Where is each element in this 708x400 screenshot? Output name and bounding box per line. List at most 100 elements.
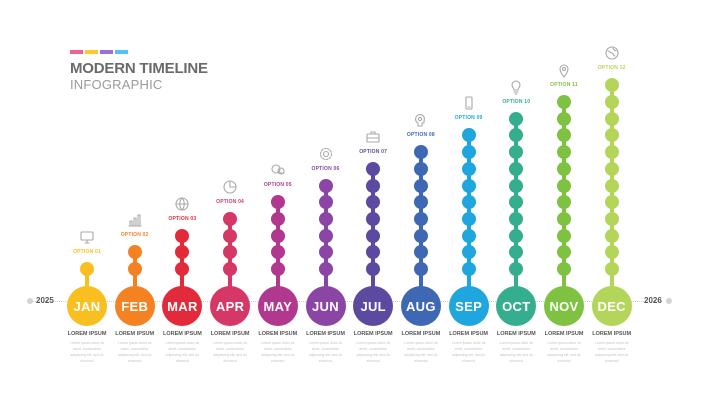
timeline-bead — [270, 211, 285, 226]
timeline-bead — [557, 128, 571, 143]
timeline-bead — [604, 245, 619, 260]
timeline-bead — [366, 178, 381, 193]
timeline-bead — [557, 228, 571, 243]
timeline-bead — [557, 111, 571, 126]
timeline-bead — [318, 195, 333, 210]
timeline-bead — [604, 178, 619, 193]
bead-stem — [85, 269, 89, 288]
header: MODERN TIMELINE INFOGRAPHIC — [70, 50, 208, 92]
timeline-bead — [366, 245, 381, 260]
start-year: 2025 — [36, 296, 54, 305]
timeline-bead — [509, 211, 524, 226]
month-circle-jul: JUL — [353, 286, 394, 326]
option-label: OPTION 05 — [263, 182, 292, 189]
timeline-column: OPTION 12 DEC LOREM IPSUM Lorem ipsum dolor… — [587, 0, 637, 400]
timeline-bead — [223, 245, 238, 260]
option-label: OPTION 02 — [120, 232, 149, 239]
caption-title: LOREM IPSUM — [258, 331, 298, 337]
caption-title: LOREM IPSUM — [544, 331, 584, 337]
caption-body: Lorem ipsum dolor sit amet, consectetur … — [165, 341, 200, 363]
timeline-column: OPTION 03 MAR LOREM IPSUM Lorem ipsum dolor… — [157, 0, 207, 400]
timeline-bead — [270, 228, 285, 243]
page-title: MODERN TIMELINE — [70, 60, 208, 77]
timeline-bead — [413, 228, 428, 243]
timeline-bead — [461, 262, 476, 276]
month-circle-may: MAY — [257, 286, 298, 326]
timeline-bead — [461, 195, 476, 210]
timeline-bead — [557, 178, 571, 193]
timeline-bead — [175, 228, 190, 243]
caption-body: Lorem ipsum dolor sit amet, consectetur … — [547, 341, 581, 363]
caption-body: Lorem ipsum dolor sit amet, consectetur … — [356, 341, 390, 363]
monitor-icon — [80, 231, 94, 244]
timeline-bead — [557, 211, 571, 226]
option-label: OPTION 12 — [597, 65, 626, 72]
timeline-bead — [509, 195, 524, 210]
caption-title: LOREM IPSUM — [496, 331, 536, 337]
bar-chart-icon — [128, 214, 142, 227]
month-circle-nov: NOV — [544, 286, 584, 326]
caption-title: LOREM IPSUM — [592, 331, 632, 337]
chat-icon — [271, 164, 285, 175]
timeline-column: OPTION 06 JUN LOREM IPSUM Lorem ipsum dolor… — [301, 0, 351, 400]
timeline-bead — [604, 145, 619, 160]
timeline-bead — [604, 211, 619, 226]
caption-title: LOREM IPSUM — [162, 331, 202, 337]
timeline-column: OPTION 09 SEP LOREM IPSUM Lorem ipsum dolor… — [444, 0, 494, 400]
timeline-bead — [413, 211, 428, 226]
axis-start-dot — [27, 298, 33, 304]
timeline-bead — [413, 161, 428, 176]
caption-title: LOREM IPSUM — [115, 331, 155, 337]
caption-body: Lorem ipsum dolor sit amet, consectetur … — [261, 341, 295, 363]
option-label: OPTION 04 — [216, 198, 245, 205]
caption-body: Lorem ipsum dolor sit amet, consectetur … — [70, 341, 104, 363]
caption-title: LOREM IPSUM — [67, 331, 107, 337]
color-swatch — [85, 50, 98, 54]
timeline-column: OPTION 07 JUL LOREM IPSUM Lorem ipsum dolor… — [348, 0, 398, 400]
color-swatch — [70, 50, 83, 54]
caption-body: Lorem ipsum dolor sit amet, consectetur … — [213, 341, 247, 363]
timeline-bead — [270, 195, 285, 210]
timeline-bead — [509, 228, 524, 243]
caption-body: Lorem ipsum dolor sit amet, consectetur … — [308, 341, 343, 363]
option-label: OPTION 09 — [454, 115, 483, 122]
timeline-column: OPTION 10 OCT LOREM IPSUM Lorem ipsum dolor… — [491, 0, 541, 400]
timeline-bead — [461, 211, 476, 226]
month-circle-jun: JUN — [305, 286, 346, 326]
month-circle-oct: OCT — [496, 286, 537, 326]
pie-chart-icon — [223, 180, 237, 194]
timeline-bead — [223, 228, 238, 243]
location-pin-icon — [559, 64, 569, 78]
timeline-bead — [557, 262, 571, 276]
timeline-bead — [604, 195, 619, 210]
timeline-bead — [223, 262, 238, 276]
bead-stem — [275, 202, 280, 288]
timeline-bead — [318, 228, 333, 243]
month-circle-sep: SEP — [448, 286, 489, 326]
timeline-bead — [557, 245, 571, 260]
timeline-bead — [509, 245, 524, 260]
timeline-bead — [318, 262, 333, 276]
option-label: OPTION 11 — [550, 82, 578, 88]
timeline-bead — [318, 245, 333, 260]
timeline-column: OPTION 01 JAN LOREM IPSUM Lorem ipsum dolor… — [62, 0, 112, 400]
caption-body: Lorem ipsum dolor sit amet, consectetur … — [451, 341, 486, 363]
timeline-bead — [366, 228, 381, 243]
bead-stem — [371, 168, 376, 288]
month-circle-feb: FEB — [114, 286, 155, 326]
option-label: OPTION 10 — [502, 98, 531, 105]
gear-icon — [319, 147, 332, 160]
caption-title: LOREM IPSUM — [401, 331, 441, 337]
end-year: 2026 — [644, 296, 662, 305]
timeline-bead — [604, 95, 619, 109]
timeline-bead — [413, 262, 428, 276]
timeline-bead — [127, 245, 142, 260]
timeline-bead — [270, 245, 285, 260]
timeline-bead — [366, 195, 381, 210]
timeline-bead — [223, 211, 238, 226]
briefcase-icon — [366, 131, 380, 143]
timeline-bead — [509, 145, 524, 160]
timeline-bead — [461, 128, 476, 143]
page-subtitle: INFOGRAPHIC — [70, 77, 163, 92]
bead-stem — [180, 235, 185, 288]
